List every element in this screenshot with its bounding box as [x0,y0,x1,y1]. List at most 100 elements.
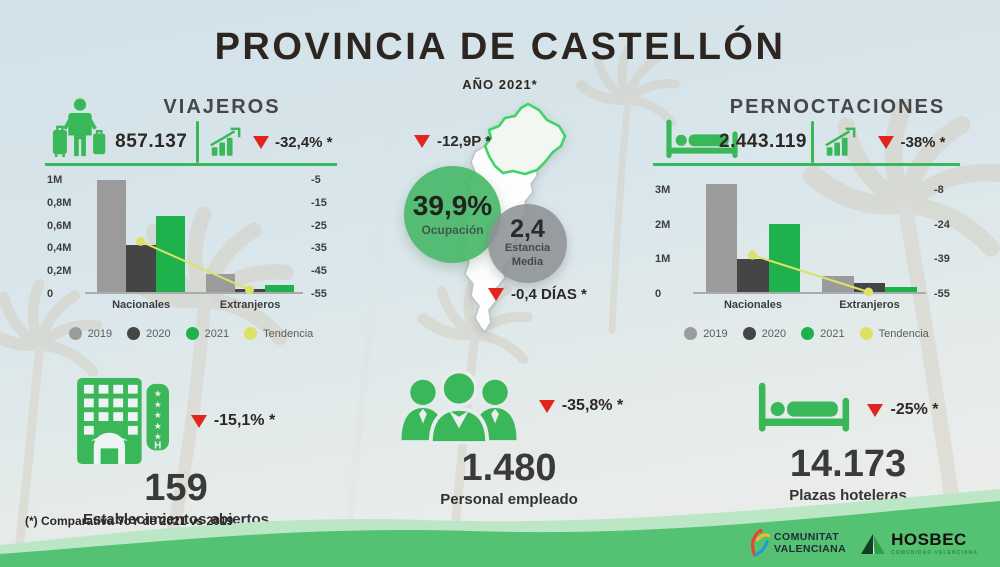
axis-tick-left: 3M [655,184,671,197]
axis-tick-right: -15 [311,196,327,209]
bar-2019-extranjeros [205,274,236,292]
viajeros-panel: VIAJEROS 857.137 [45,96,337,340]
legend-item-tendencia: Tendencia [244,327,313,340]
bar-2020-nacionales [737,259,769,292]
axis-tick-left: 0 [47,288,54,300]
estancia-label-line1: Estancia [504,242,551,255]
ocupacion-value: 39,9% [412,190,493,221]
svg-text:★: ★ [154,433,162,443]
pernoctaciones-header: PERNOCTACIONES 2.443.119 [653,96,960,166]
down-triangle-icon [867,403,884,417]
bar-2021-nacionales [155,215,186,292]
plazas-label: Plazas hoteleras [789,486,907,504]
personal-value: 1.480 [461,447,557,489]
bar-2021-extranjeros [264,285,295,292]
axis-tick-right: -35 [311,242,327,255]
estancia-label: Estancia Media [505,242,550,270]
legend-item-2021: 2021 [185,327,230,340]
x-axis-label: Extranjeros [839,299,900,311]
axis-tick-right: -24 [934,218,950,231]
axis-tick-left: 2M [655,218,671,231]
legend-label: 2021 [820,327,845,340]
hosbec-logo: HOSBEC COMUNIDAD VALENCIANA [860,531,978,556]
plot-area: Nacionales Extranjeros [693,180,926,311]
legend-item-2020: 2020 [742,327,786,340]
legend-label: 2020 [146,327,171,340]
viajeros-chart: 1M 0,8M 0,6M 0,4M 0,2M 0 Nacionales Extranjero… [45,174,337,340]
axis-tick-left: 0,4M [47,242,72,255]
axis-tick-right: -25 [311,219,327,232]
axis-tick-right: -8 [934,184,944,197]
legend-dot [244,327,258,340]
down-triangle-icon [414,135,430,148]
axis-tick-left: 0,2M [47,265,72,278]
page-subtitle: AÑO 2021* [462,77,538,92]
legend-dot [859,327,873,340]
plazas-delta: -25% * [867,401,939,419]
comunitat-valenciana-symbol-icon [751,528,771,557]
svg-text:★: ★ [154,390,162,400]
legend-label: 2019 [87,327,113,340]
bar-2020-extranjeros [235,288,265,292]
bar-2021-extranjeros [885,286,917,292]
legend-label: 2021 [204,327,230,340]
axis-tick-left: 0 [655,288,662,300]
axis-tick-left: 0,6M [47,219,72,232]
bed-icon [666,119,738,159]
establecimientos-delta: -15,1% * [190,412,275,430]
personal-delta: -35,8% * [538,397,624,415]
pernoctaciones-value: 2.443.119 [719,131,807,152]
plot-area: Nacionales Extranjeros [85,180,303,311]
x-axis-label: Extranjeros [219,299,281,311]
bar-group-extranjeros: Extranjeros [205,180,295,311]
axis-tick-left: 0,8M [47,196,72,209]
viajeros-value: 857.137 [115,131,188,152]
legend-dot [185,327,199,340]
legend-item-2021: 2021 [801,327,845,340]
x-axis-label: Nacionales [112,299,171,311]
axis-tick-right: -55 [311,288,327,300]
bar-2020-nacionales [126,244,156,292]
estancia-label-line2: Media [511,256,544,268]
viajeros-delta-text: -32,4% * [274,133,333,151]
pernoctaciones-title: PERNOCTACIONES [729,96,946,118]
legend-label: Tendencia [263,327,314,340]
plazas-delta-text: -25% * [890,401,939,418]
hotel-building-icon: ★★★★★ H [76,378,169,464]
comunitat-text-line2: VALENCIANA [774,542,847,555]
estancia-media-bubble: 2,4 Estancia Media [488,204,567,283]
down-triangle-icon [538,399,555,413]
left-axis: 3M 2M 1M 0 [653,180,693,300]
plazas-value: 14.173 [789,443,907,485]
chart-legend: 2019 2020 2021 Tendencia [653,327,960,340]
page-title: PROVINCIA DE CASTELLÓN [214,26,786,68]
chart-legend: 2019 2020 2021 Tendencia [45,327,337,340]
legend-item-2019: 2019 [68,327,113,340]
legend-dot [684,327,698,340]
personal-delta-text: -35,8% * [561,397,624,414]
legend-label: Tendencia [878,327,929,340]
viajeros-kpi-row: 857.137 -32,4% * [107,120,337,164]
down-triangle-icon [878,135,895,149]
divider [811,121,814,163]
legend-label: 2019 [703,327,728,340]
down-triangle-icon [190,414,207,428]
bottom-wave [0,489,1000,567]
hosbec-subtext: COMUNIDAD VALENCIANA [891,550,978,556]
divider [195,121,199,163]
pernoctaciones-chart: 3M 2M 1M 0 Nacionales Extranjeros -8 -24 -39 -5… [653,180,960,340]
viajeros-delta: -32,4% * [249,134,338,151]
ocupacion-label: Ocupación [421,223,484,237]
pernoctaciones-delta: -38% * [864,134,960,151]
viajeros-title: VIAJEROS [163,96,281,118]
viajeros-header: VIAJEROS 857.137 [45,96,337,166]
right-axis: -8 -24 -39 -55 [926,180,960,300]
hosbec-triangle-icon [861,533,886,554]
left-axis: 1M 0,8M 0,6M 0,4M 0,2M 0 [45,174,85,300]
map-region-castellon [483,102,567,176]
estancia-delta-text: -0,4 DÍAS * [511,286,587,303]
estancia-delta: -0,4 DÍAS * [488,286,587,303]
axis-tick-right: -45 [311,265,327,278]
axis-tick-left: 1M [47,174,63,186]
